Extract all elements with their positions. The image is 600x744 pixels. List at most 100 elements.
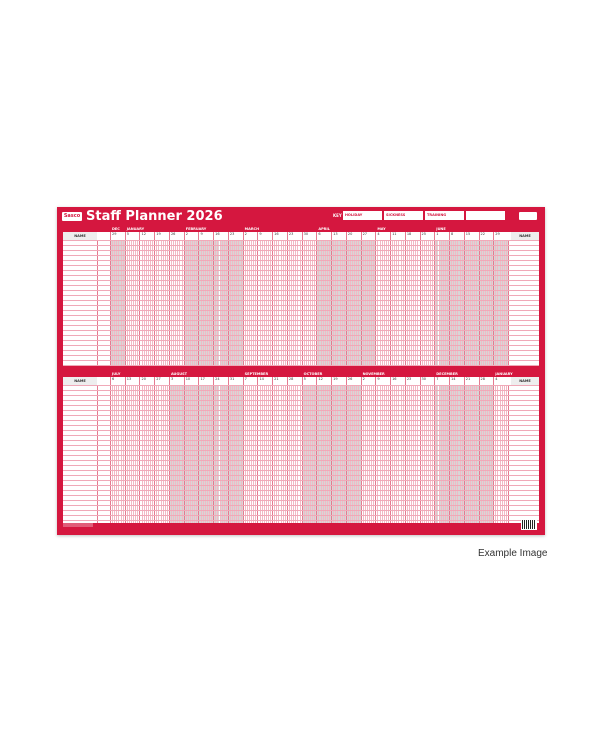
day-column [451, 240, 454, 366]
day-column [377, 385, 379, 523]
day-column [122, 240, 125, 366]
day-column [436, 240, 439, 366]
day-column [204, 240, 207, 366]
week-date: 10 [183, 377, 199, 385]
day-column [369, 240, 372, 366]
planner-row-line [63, 320, 539, 321]
week-date: 16 [272, 232, 287, 240]
day-column [265, 385, 268, 523]
day-column [489, 385, 492, 523]
day-column [152, 385, 154, 523]
day-column [192, 385, 195, 523]
day-column [251, 385, 253, 523]
day-column [434, 240, 437, 366]
day-column [259, 385, 262, 523]
barcode [521, 519, 537, 530]
day-column [322, 385, 325, 523]
week-date: 2 [360, 377, 376, 385]
image-caption: Example Image [478, 548, 548, 559]
day-column [362, 385, 365, 523]
day-column [310, 385, 313, 523]
day-column [459, 385, 462, 523]
week-date: 29 [493, 232, 508, 240]
day-column [489, 240, 492, 366]
day-column [227, 240, 231, 366]
day-column [154, 240, 156, 366]
day-column [171, 240, 173, 366]
day-column [339, 385, 342, 523]
day-column [112, 385, 114, 523]
day-column [288, 240, 291, 366]
planner-row-line [63, 330, 539, 331]
planner-row-line [63, 460, 539, 461]
day-column [213, 385, 216, 523]
day-column [221, 240, 224, 366]
day-column [404, 385, 407, 523]
day-column [402, 240, 405, 366]
planner-row-line [63, 500, 539, 501]
day-column [183, 385, 186, 523]
day-column [253, 240, 255, 366]
day-column [390, 240, 392, 366]
month-label: MAY [377, 227, 386, 231]
day-column [225, 240, 228, 366]
day-column [120, 385, 123, 523]
day-column [415, 385, 417, 523]
day-column [282, 240, 285, 366]
day-column [213, 240, 216, 366]
day-column [383, 385, 386, 523]
day-column [413, 240, 415, 366]
day-column [259, 240, 262, 366]
week-date: 26 [168, 232, 184, 240]
planner-row-line [63, 465, 539, 466]
week-date: 29 [110, 232, 125, 240]
day-column [427, 240, 430, 366]
day-column [110, 385, 112, 523]
day-column [202, 385, 205, 523]
day-column [402, 385, 405, 523]
week-date: 9 [257, 232, 272, 240]
day-column [440, 385, 443, 523]
day-column [320, 240, 323, 366]
week-date: 14 [449, 377, 464, 385]
day-column [255, 385, 257, 523]
day-column [470, 240, 473, 366]
day-column [286, 385, 289, 523]
day-column [322, 240, 325, 366]
day-column [122, 385, 125, 523]
day-column [198, 385, 201, 523]
day-column [343, 240, 346, 366]
day-column [505, 385, 508, 523]
day-column [208, 385, 212, 523]
week-date: 3 [168, 377, 184, 385]
planner-row-line [63, 250, 539, 251]
day-column [288, 385, 291, 523]
day-column [379, 240, 382, 366]
planner-row-line [63, 355, 539, 356]
day-column [225, 385, 228, 523]
week-date: 12 [316, 377, 331, 385]
day-column [398, 385, 400, 523]
day-column [244, 240, 247, 366]
week-date: 27 [154, 377, 169, 385]
day-column [440, 240, 443, 366]
day-column [385, 240, 388, 366]
day-column [360, 240, 363, 366]
day-column [314, 240, 316, 366]
day-column [478, 385, 481, 523]
day-column [419, 240, 422, 366]
day-column [333, 385, 336, 523]
planner-row-line [63, 475, 539, 476]
day-column [413, 385, 415, 523]
day-column [499, 385, 502, 523]
day-column [204, 385, 207, 523]
day-column [474, 240, 477, 366]
day-column [430, 240, 432, 366]
day-column [398, 240, 400, 366]
day-column [379, 385, 382, 523]
day-column [284, 385, 287, 523]
week-date: 24 [213, 377, 228, 385]
planner-bottom-half: JULY AUGUST SEPTEMBER OCTOBER NOVEMBER DECEMB… [63, 371, 539, 523]
week-date: 17 [198, 377, 213, 385]
day-column [303, 385, 306, 523]
